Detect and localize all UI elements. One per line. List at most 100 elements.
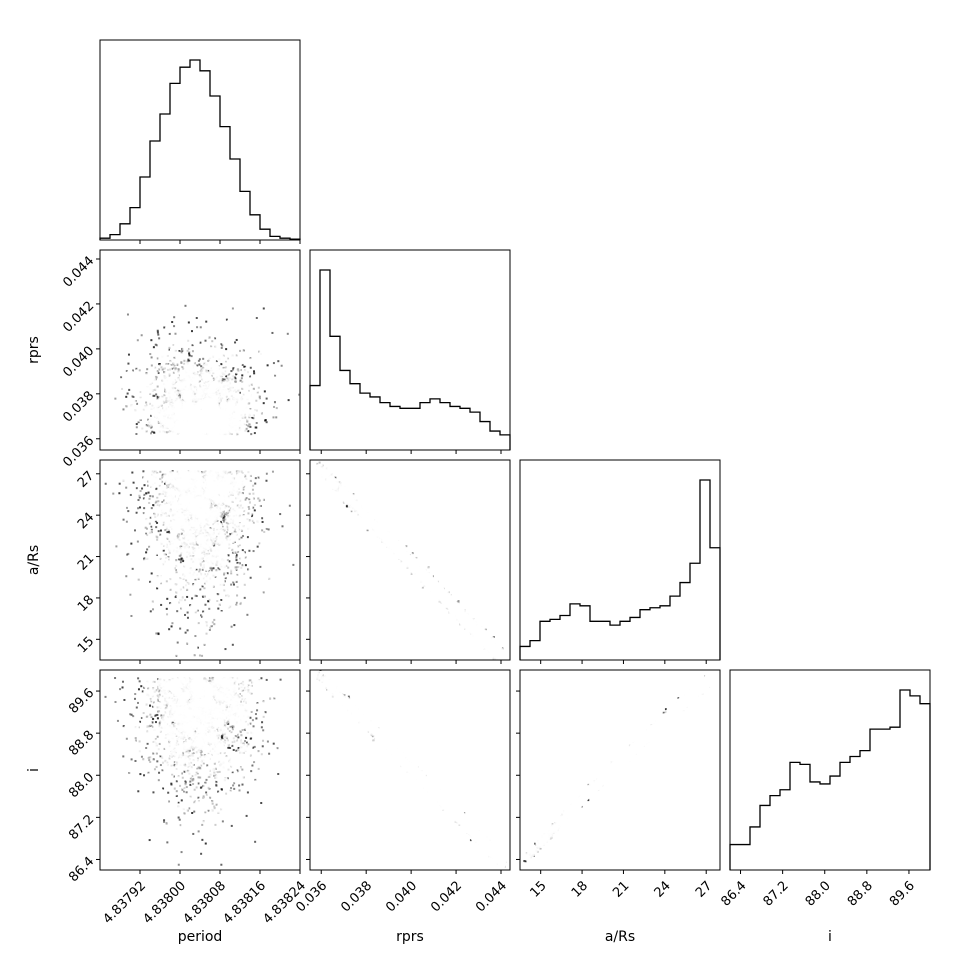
sample-point [104,482,107,485]
density-fill [182,345,191,354]
sample-point [254,477,257,480]
sample-point [165,607,168,610]
sample-point [231,307,234,310]
y-tick-label-rprs: 0.044 [60,254,97,291]
sample-point [179,557,182,560]
sample-point [199,326,202,329]
histogram-step-period [99,59,301,240]
sample-point [220,363,223,366]
density-fill [160,488,169,497]
sample-point [150,356,153,359]
sample-point [156,329,159,332]
sample-point [187,321,190,324]
sample-point [213,544,216,547]
density-fill [213,375,222,384]
sample-point [141,487,144,490]
density-fill [163,512,172,521]
sample-point [241,363,244,366]
sample-point [118,482,121,485]
sample-point [222,516,225,519]
sample-point [152,346,155,349]
density-fill [244,509,253,518]
sample-point [244,556,247,559]
density-fill [153,565,162,574]
density-fill [243,368,252,377]
sample-point [252,550,255,553]
sample-point [130,614,133,617]
sample-point [166,597,169,600]
sample-point [256,545,259,548]
density-fill [189,616,198,625]
density-fill [140,618,149,627]
sample-point [168,628,171,631]
density-fill [191,483,200,492]
density-fill [267,480,276,489]
density-fill [208,467,217,476]
density-fill [154,468,163,477]
density-fill [197,639,206,648]
density-fill [255,558,264,567]
density-fill [142,471,151,480]
sample-point [184,631,187,634]
sample-point [262,591,265,594]
sample-point [252,506,255,509]
sample-point [150,426,153,429]
sample-point [169,602,172,605]
density-fill [188,500,197,509]
density-fill [216,495,225,504]
density-fill [182,552,191,561]
sample-point [151,430,154,433]
sample-point [225,318,228,321]
density-fill [238,401,247,410]
density-fill [236,349,245,358]
sample-point [186,629,189,632]
sample-point [151,495,154,498]
sample-point [150,432,153,435]
density-fill [134,368,143,377]
sample-point [234,377,237,380]
sample-point [247,430,250,433]
density-fill [223,523,232,532]
histogram-period-frame [99,39,301,241]
density-fill [259,528,268,537]
sample-point [127,353,130,356]
y-tick-label-a-rs: 18 [75,593,97,615]
density-fill [252,527,261,536]
density-fill [161,346,170,355]
density-fill [237,550,246,559]
density-fill [248,409,257,418]
sample-point [150,339,153,342]
sample-point [132,395,135,398]
density-fill [138,427,147,436]
samples-period-rprs [114,283,300,439]
sample-point [188,359,191,362]
sample-point [220,598,223,601]
sample-point [208,607,211,610]
density-fill [171,369,180,378]
x-tick-label-i: 86.4 [718,878,749,909]
sample-point [150,525,153,528]
density-fill [238,579,247,588]
density-fill [163,380,172,389]
density-fill [215,510,224,519]
density-fill [197,617,206,626]
sample-point [187,358,190,361]
density-fill [165,479,174,488]
density-fill [161,408,170,417]
x-tick-label-i: 89.6 [887,878,918,909]
density-fill [180,474,189,483]
sample-point [159,529,162,532]
density-fill [120,384,129,393]
sample-point [149,580,152,583]
density-fill [234,543,243,552]
sample-point [160,603,163,606]
sample-point [247,568,250,571]
sample-point [155,488,158,491]
density-fill [247,491,256,500]
density-fill [223,488,232,497]
density-fill [244,556,253,565]
density-fill [198,570,207,579]
sample-point [154,520,157,523]
density-fill [231,482,240,491]
